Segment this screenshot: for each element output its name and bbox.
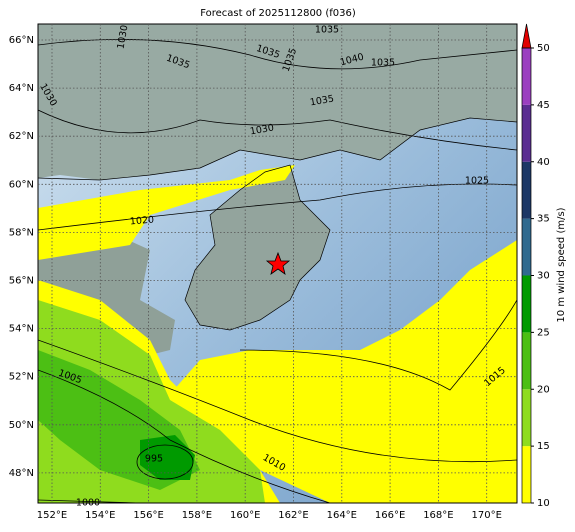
land-north	[38, 24, 517, 180]
colorbar-tick-label: 15	[537, 441, 550, 452]
lat-label: 58°N	[9, 227, 34, 238]
colorbar-tick-label: 10	[537, 498, 550, 509]
colorbar-tick-label: 50	[537, 43, 550, 54]
title: Forecast of 2025112800 (f036)	[200, 8, 356, 19]
wind-yellow-southeast	[165, 240, 517, 503]
isobar-label: 1035	[371, 58, 395, 69]
colorbar-segment	[522, 104, 531, 162]
lon-label: 162°E	[278, 510, 308, 521]
colorbar-tick-label: 35	[537, 214, 550, 225]
lat-label: 50°N	[9, 420, 34, 431]
map-frame	[37, 23, 518, 504]
lon-label: 166°E	[375, 510, 405, 521]
lat-label: 62°N	[9, 131, 34, 142]
isobar-label: 1035	[315, 25, 339, 36]
colorbar-label: 10 m wind speed (m/s)	[556, 207, 567, 322]
map-area	[38, 24, 517, 503]
colorbar-segment	[522, 48, 531, 105]
colorbar-tick-label: 45	[537, 100, 550, 111]
colorbar-segment	[522, 161, 531, 219]
colorbar-extend	[521, 23, 532, 49]
isobar-label: 1030	[249, 122, 275, 137]
isobar-label: 1030	[115, 24, 130, 50]
isobar-label: 1025	[465, 176, 489, 187]
lat-label: 52°N	[9, 372, 34, 383]
colorbar-segment	[522, 389, 531, 447]
isobar-label: 1035	[309, 93, 335, 108]
isobar-label: 1000	[76, 498, 100, 509]
colorbar-tick-label: 30	[537, 271, 550, 282]
isobar-label: 1020	[129, 214, 154, 227]
lon-label: 156°E	[133, 510, 163, 521]
lat-label: 56°N	[9, 276, 34, 287]
lat-label: 60°N	[9, 179, 34, 190]
isobar-label: 995	[145, 454, 163, 465]
lat-label: 64°N	[9, 83, 34, 94]
colorbar-segment	[522, 218, 531, 276]
lon-label: 160°E	[230, 510, 260, 521]
lon-label: 152°E	[37, 510, 67, 521]
lat-label: 48°N	[9, 468, 34, 479]
isobars	[38, 39, 517, 503]
lon-label: 168°E	[423, 510, 453, 521]
colorbar-tick-label: 40	[537, 157, 550, 168]
lon-label: 164°E	[327, 510, 357, 521]
lon-label: 170°E	[471, 510, 501, 521]
colorbar-tick-label: 20	[537, 384, 550, 395]
lon-label: 158°E	[182, 510, 212, 521]
coastline	[38, 117, 517, 331]
colorbar-tick-label: 25	[537, 327, 550, 338]
colorbar-segment	[522, 332, 531, 390]
location-star	[265, 251, 291, 275]
lat-label: 54°N	[9, 324, 34, 335]
lat-label: 66°N	[9, 35, 34, 46]
colorbar-segment	[522, 275, 531, 333]
colorbar-segment	[522, 446, 531, 503]
wind-yellow-band	[38, 165, 295, 260]
land-west	[38, 232, 175, 360]
lon-label: 154°E	[85, 510, 115, 521]
